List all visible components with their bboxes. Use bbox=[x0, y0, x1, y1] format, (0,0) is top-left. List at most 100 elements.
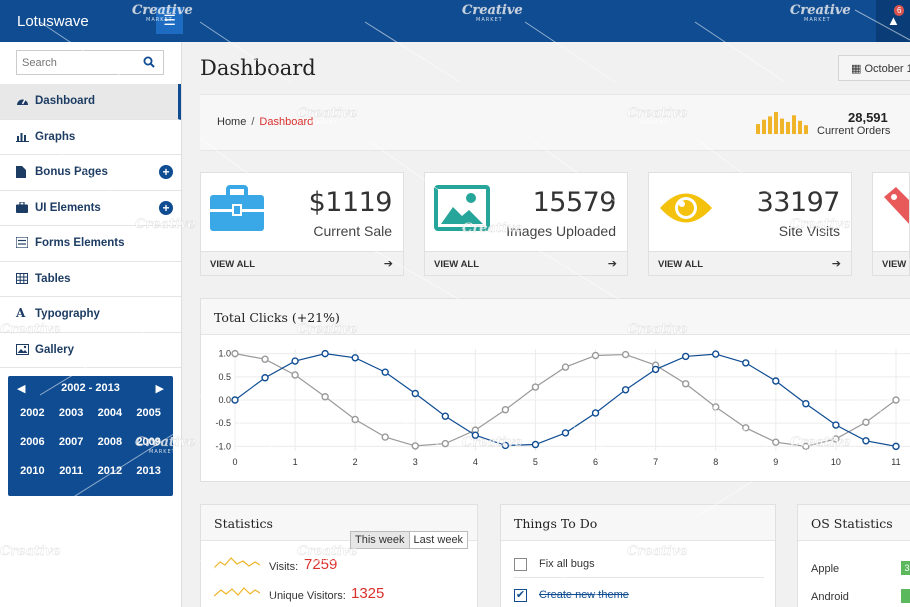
data-point[interactable] bbox=[621, 350, 630, 359]
expand-plus-icon[interactable]: + bbox=[159, 165, 173, 179]
sidebar-item-typography[interactable]: A Typography bbox=[0, 297, 181, 333]
sidebar-item-forms-elements[interactable]: Forms Elements bbox=[0, 226, 181, 262]
data-point[interactable] bbox=[742, 359, 750, 367]
data-point[interactable] bbox=[381, 433, 389, 441]
todo-checkbox[interactable] bbox=[514, 558, 527, 571]
view-all-link[interactable]: VIEW ALL ➔ bbox=[201, 251, 403, 275]
breadcrumb-home-link[interactable]: Home bbox=[217, 116, 247, 128]
data-point[interactable] bbox=[591, 351, 600, 360]
data-point[interactable] bbox=[651, 365, 660, 374]
view-all-link[interactable]: VIEW ALL ➔ bbox=[649, 251, 851, 275]
data-point[interactable] bbox=[742, 424, 750, 432]
sidebar-item-label: UI Elements bbox=[35, 201, 101, 214]
breadcrumb: Home / Dashboard bbox=[217, 116, 313, 128]
data-point[interactable] bbox=[772, 438, 780, 446]
year-cell[interactable]: 2013 bbox=[136, 465, 161, 477]
data-point[interactable] bbox=[411, 442, 419, 450]
stat-card-partial: VIEW A bbox=[872, 172, 910, 276]
data-point[interactable] bbox=[892, 396, 900, 404]
data-point[interactable] bbox=[381, 368, 389, 376]
year-cell[interactable]: 2006 bbox=[20, 436, 45, 448]
orders-bar bbox=[774, 112, 778, 134]
data-point[interactable] bbox=[261, 355, 269, 363]
sidebar-item-graphs[interactable]: Graphs bbox=[0, 120, 181, 155]
last-week-button[interactable]: Last week bbox=[413, 534, 464, 546]
data-point[interactable] bbox=[531, 440, 540, 449]
year-cell[interactable]: 2007 bbox=[58, 436, 84, 448]
x-tick-label: 6 bbox=[593, 457, 598, 467]
data-point[interactable] bbox=[441, 439, 450, 448]
data-point[interactable] bbox=[802, 400, 810, 408]
year-cell[interactable]: 2002 bbox=[20, 407, 45, 419]
data-point[interactable] bbox=[712, 403, 720, 411]
data-point[interactable] bbox=[231, 349, 239, 358]
year-cell[interactable]: 2012 bbox=[97, 465, 123, 477]
this-week-button[interactable]: This week bbox=[351, 532, 410, 548]
prev-arrow-icon[interactable]: ◀ bbox=[17, 383, 26, 395]
data-point[interactable] bbox=[291, 371, 299, 379]
x-tick-label: 7 bbox=[653, 457, 658, 467]
data-point[interactable] bbox=[832, 421, 840, 429]
data-point[interactable] bbox=[681, 352, 690, 361]
data-point[interactable] bbox=[802, 442, 810, 451]
data-point[interactable] bbox=[621, 386, 630, 394]
sidebar-item-ui-elements[interactable]: UI Elements + bbox=[0, 191, 181, 226]
image-icon bbox=[434, 185, 490, 234]
year-range[interactable]: 2002 - 2013 bbox=[61, 382, 120, 394]
data-point[interactable] bbox=[712, 350, 720, 358]
sidebar-item-dashboard[interactable]: Dashboard bbox=[0, 84, 181, 120]
x-tick-label: 11 bbox=[891, 457, 900, 467]
data-point[interactable] bbox=[291, 357, 299, 365]
data-point[interactable] bbox=[681, 380, 690, 388]
year-cell[interactable]: 2011 bbox=[59, 465, 84, 477]
image-icon bbox=[16, 343, 30, 358]
sidebar-item-tables[interactable]: Tables bbox=[0, 262, 181, 297]
hamburger-icon: ☰ bbox=[163, 12, 176, 28]
current-orders-value: 28,591 bbox=[848, 110, 888, 125]
sidebar-item-bonus-pages[interactable]: Bonus Pages + bbox=[0, 155, 181, 191]
year-cell[interactable]: 2005 bbox=[136, 407, 161, 419]
year-cell[interactable]: 2003 bbox=[58, 407, 84, 419]
data-point[interactable] bbox=[351, 415, 359, 424]
todo-checkbox-checked[interactable]: ✔ bbox=[514, 589, 527, 602]
data-point[interactable] bbox=[231, 396, 239, 404]
brand-logo[interactable]: Lotuswave bbox=[17, 13, 89, 30]
data-point[interactable] bbox=[321, 349, 329, 358]
sidebar-item-gallery[interactable]: Gallery bbox=[0, 333, 181, 368]
year-cell[interactable]: 2004 bbox=[97, 407, 123, 419]
date-range-button[interactable]: ▦ October 1 bbox=[838, 55, 910, 81]
data-point[interactable] bbox=[561, 363, 570, 371]
data-point[interactable] bbox=[261, 374, 269, 382]
next-arrow-icon[interactable]: ▶ bbox=[155, 383, 164, 395]
sidebar-item-label: Bonus Pages bbox=[35, 166, 108, 178]
year-cell[interactable]: 2008 bbox=[97, 436, 123, 448]
year-cell[interactable]: 2010 bbox=[20, 465, 45, 477]
data-point[interactable] bbox=[441, 412, 450, 420]
data-point[interactable] bbox=[591, 409, 600, 417]
notifications-button[interactable]: ▲ 6 bbox=[876, 0, 910, 42]
data-point[interactable] bbox=[892, 442, 900, 451]
data-point[interactable] bbox=[321, 393, 329, 401]
search-input[interactable] bbox=[17, 51, 137, 74]
data-point[interactable] bbox=[501, 441, 510, 450]
top-navbar: Lotuswave ☰ ▲ 6 bbox=[0, 0, 910, 42]
view-all-link[interactable]: VIEW A bbox=[873, 251, 909, 275]
data-point[interactable] bbox=[772, 377, 780, 385]
data-point[interactable] bbox=[862, 437, 870, 445]
data-point[interactable] bbox=[531, 383, 540, 391]
data-point[interactable] bbox=[351, 354, 359, 362]
orders-bar bbox=[804, 125, 808, 134]
data-point[interactable] bbox=[561, 429, 570, 437]
breadcrumb-separator: / bbox=[251, 116, 255, 128]
expand-plus-icon[interactable]: + bbox=[159, 200, 173, 215]
data-point[interactable] bbox=[471, 431, 480, 439]
data-point[interactable] bbox=[832, 435, 840, 443]
menu-toggle-button[interactable]: ☰ bbox=[156, 7, 183, 34]
data-point[interactable] bbox=[501, 406, 510, 414]
search-icon[interactable] bbox=[143, 56, 155, 71]
view-all-link[interactable]: VIEW ALL ➔ bbox=[425, 251, 627, 275]
year-cell[interactable]: 2009 bbox=[136, 436, 161, 448]
data-point[interactable] bbox=[862, 418, 870, 426]
data-point[interactable] bbox=[411, 389, 419, 398]
visits-value: 7259 bbox=[304, 556, 338, 573]
